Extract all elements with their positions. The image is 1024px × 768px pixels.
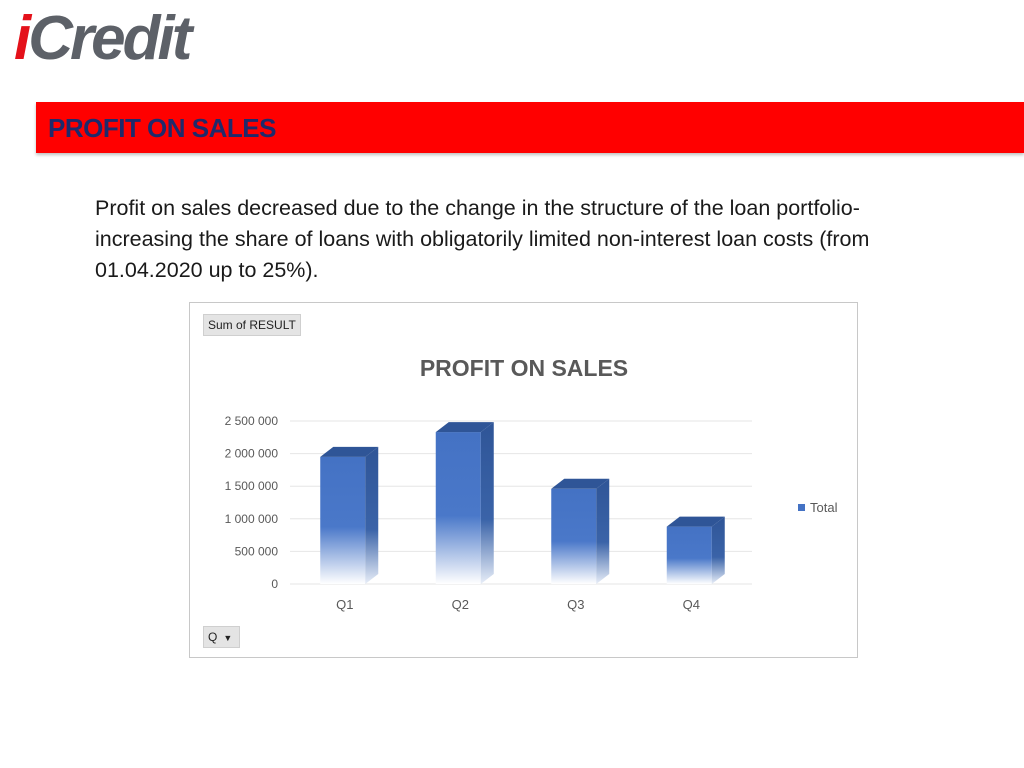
bar-front: [435, 432, 481, 584]
pivot-filter-button[interactable]: Q ▼: [203, 626, 240, 648]
x-tick-label: Q3: [567, 597, 584, 612]
bar-top: [666, 516, 725, 527]
legend-swatch: [798, 504, 805, 511]
bar-q2: [435, 422, 494, 584]
bar-side: [711, 516, 725, 584]
dropdown-arrow-icon: ▼: [223, 633, 233, 643]
x-tick-label: Q4: [683, 597, 700, 612]
x-tick-label: Q1: [336, 597, 353, 612]
y-tick-label: 2 000 000: [225, 447, 279, 461]
y-tick-label: 2 500 000: [225, 414, 279, 428]
bar-q3: [551, 478, 610, 584]
pivot-chart: Sum of RESULT PROFIT ON SALES 0 500 000 1 …: [189, 302, 858, 658]
icredit-logo: iCredit: [14, 4, 192, 73]
chart-title: PROFIT ON SALES: [420, 355, 628, 381]
bar-side: [596, 478, 610, 584]
section-banner: PROFIT ON SALES: [36, 102, 1024, 153]
bar-top: [320, 446, 379, 457]
bar-top: [435, 422, 494, 433]
bar-front: [666, 526, 712, 584]
y-tick-label: 0: [271, 577, 278, 591]
legend-label: Total: [810, 500, 838, 515]
bar-side: [365, 446, 379, 584]
section-title: PROFIT ON SALES: [48, 113, 276, 143]
bar-front: [551, 488, 597, 584]
bar-q4: [666, 516, 725, 584]
y-tick-label: 1 000 000: [225, 512, 279, 526]
chart-svg: PROFIT ON SALES 0 500 000 1 000 000 1 500 0…: [225, 355, 838, 612]
bar-side: [480, 422, 494, 584]
y-tick-label: 500 000: [235, 544, 279, 558]
y-tick-label: 1 500 000: [225, 479, 279, 493]
x-tick-label: Q2: [452, 597, 469, 612]
pivot-filter-label: Q: [208, 630, 218, 644]
pivot-field-button[interactable]: Sum of RESULT: [203, 314, 301, 336]
bar-q1: [320, 446, 379, 584]
bar-front: [320, 456, 366, 584]
bar-top: [551, 478, 610, 489]
description-text: Profit on sales decreased due to the cha…: [95, 196, 870, 282]
